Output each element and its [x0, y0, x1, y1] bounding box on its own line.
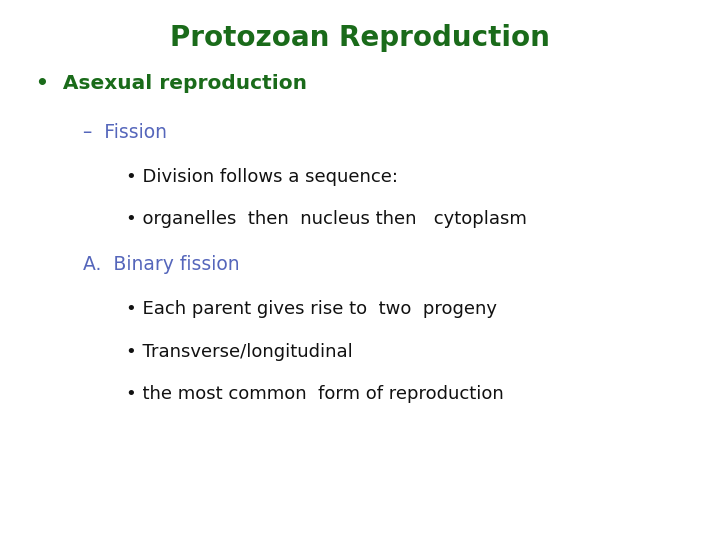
Text: A.  Binary fission: A. Binary fission — [83, 255, 240, 274]
Text: • Division follows a sequence:: • Division follows a sequence: — [126, 168, 398, 186]
Text: • organelles  then  nucleus then   cytoplasm: • organelles then nucleus then cytoplasm — [126, 210, 527, 228]
Text: •  Asexual reproduction: • Asexual reproduction — [36, 74, 307, 93]
Text: • Each parent gives rise to  two  progeny: • Each parent gives rise to two progeny — [126, 300, 497, 319]
Text: –  Fission: – Fission — [83, 123, 167, 142]
Text: • Transverse/longitudinal: • Transverse/longitudinal — [126, 342, 353, 361]
Text: • the most common  form of reproduction: • the most common form of reproduction — [126, 384, 504, 403]
Text: Protozoan Reproduction: Protozoan Reproduction — [170, 24, 550, 52]
